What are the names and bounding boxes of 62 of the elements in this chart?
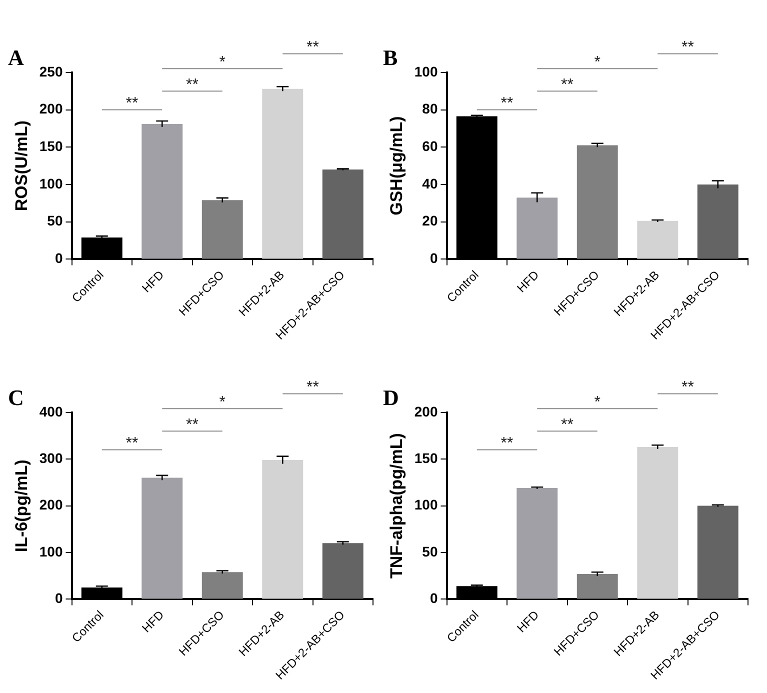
annotation: ** — [126, 435, 138, 452]
y-tick-label: 200 — [414, 403, 438, 420]
bar — [637, 446, 678, 599]
text: ** — [682, 39, 694, 56]
y-tick-label: 50 — [422, 543, 438, 560]
y-tick-label: 20 — [422, 212, 438, 229]
bar — [576, 574, 618, 599]
bar — [142, 124, 183, 259]
text: ** — [306, 39, 319, 56]
y-tick-label: 0 — [430, 590, 438, 606]
bar — [516, 198, 558, 259]
y-tick-label: 60 — [422, 138, 438, 154]
annotation: ** — [500, 435, 514, 452]
annotation: ** — [561, 76, 574, 94]
chart-title: C — [8, 384, 24, 410]
y-tick-label: 200 — [39, 496, 63, 513]
y-tick-label: 150 — [39, 138, 63, 154]
y-tick-label: 250 — [39, 63, 63, 80]
bar — [202, 200, 243, 259]
text: * — [219, 54, 226, 72]
annotation: ** — [186, 76, 198, 94]
y-tick-label: 200 — [39, 100, 63, 117]
y-axis-title: GSH(μg/mL) — [386, 116, 406, 216]
text: ** — [682, 379, 694, 396]
bar — [322, 543, 364, 599]
annotation: ** — [500, 95, 514, 112]
y-axis-title: TNF-alpha(pg/mL) — [386, 433, 406, 579]
bar — [262, 460, 304, 599]
text: * — [594, 394, 600, 412]
bar — [576, 145, 618, 259]
chart-title: B — [383, 44, 398, 70]
text: ** — [306, 379, 319, 396]
y-tick-label: 100 — [414, 496, 438, 513]
text: * — [594, 54, 600, 72]
annotation: ** — [186, 416, 198, 434]
y-tick-label: 150 — [414, 450, 438, 466]
annotation: ** — [126, 95, 138, 112]
y-tick-label: 400 — [39, 403, 63, 420]
chart-title: A — [8, 44, 24, 70]
text: * — [219, 394, 226, 412]
y-tick-label: 0 — [430, 250, 438, 266]
y-tick-label: 50 — [47, 212, 63, 229]
bar — [202, 572, 243, 599]
annotation: ** — [561, 416, 574, 434]
bar — [322, 170, 364, 259]
bar — [637, 220, 678, 259]
bar — [142, 478, 183, 599]
bar — [697, 184, 738, 259]
y-tick-label: 80 — [422, 100, 438, 117]
bar — [697, 506, 738, 599]
y-axis-title: IL-6(pg/mL) — [12, 460, 31, 552]
y-tick-label: 100 — [414, 63, 438, 80]
bar — [516, 488, 558, 599]
y-tick-label: 100 — [39, 175, 63, 192]
y-tick-label: 40 — [422, 175, 438, 192]
chart-title: D — [383, 384, 399, 410]
y-tick-label: 100 — [39, 543, 63, 560]
bar — [262, 88, 304, 259]
y-tick-label: 300 — [39, 450, 63, 466]
y-tick-label: 0 — [54, 590, 63, 606]
y-axis-title: ROS(U/mL) — [12, 120, 31, 212]
y-tick-label: 0 — [54, 250, 63, 266]
